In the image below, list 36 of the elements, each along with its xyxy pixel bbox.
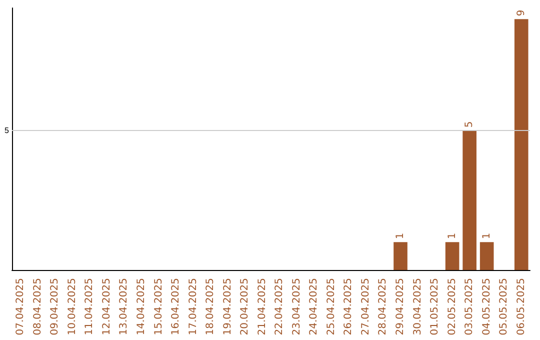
x-tick-label: 27.04.2025: [360, 278, 372, 336]
x-tick-label: 05.05.2025: [498, 278, 510, 336]
x-tick-label: 14.04.2025: [136, 278, 147, 336]
x-tick-label: 30.04.2025: [412, 278, 424, 336]
data-label: 1: [481, 232, 492, 240]
x-tick-label: 16.04.2025: [170, 278, 182, 336]
data-label: 5: [464, 121, 476, 128]
x-tick-label: 26.04.2025: [343, 278, 354, 336]
x-tick-label: 13.04.2025: [118, 278, 130, 336]
x-tick-label: 24.04.2025: [308, 278, 320, 336]
x-tick-label: 23.04.2025: [291, 278, 302, 336]
x-tick-label: 10.04.2025: [66, 278, 78, 336]
x-tick-label: 18.04.2025: [205, 278, 216, 336]
x-tick-label: 19.04.2025: [222, 278, 234, 336]
x-tick-label: 20.04.2025: [240, 278, 251, 336]
data-label: 1: [446, 232, 458, 240]
x-tick-label: 07.04.2025: [15, 278, 26, 336]
x-tick-label: 08.04.2025: [32, 278, 44, 336]
ref-line-label: 5: [4, 126, 10, 136]
x-tick-label: 03.05.2025: [464, 278, 476, 336]
x-tick-label: 17.04.2025: [188, 278, 199, 336]
x-tick-label: 02.05.2025: [446, 278, 458, 336]
x-tick-label: 29.04.2025: [395, 278, 406, 336]
x-tick-label: 22.04.2025: [274, 278, 286, 336]
x-tick-label: 21.04.2025: [256, 278, 268, 336]
x-tick-label: 09.04.2025: [50, 278, 61, 336]
x-tick-label: 25.04.2025: [326, 278, 337, 336]
x-tick-label: 06.05.2025: [516, 278, 527, 336]
x-tick-label: 12.04.2025: [101, 278, 112, 336]
x-tick-label: 28.04.2025: [378, 278, 389, 336]
x-tick-label: 01.05.2025: [430, 278, 441, 336]
x-tick-label: 11.04.2025: [84, 278, 96, 336]
x-tick-label: 15.04.2025: [153, 278, 164, 336]
x-tick-label: 04.05.2025: [481, 278, 492, 336]
data-label: 1: [395, 232, 406, 240]
data-label: 9: [516, 10, 527, 16]
